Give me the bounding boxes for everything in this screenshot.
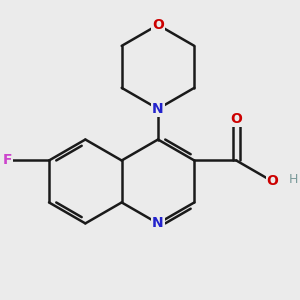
Text: N: N [152,216,164,230]
Text: O: O [267,175,278,188]
Text: O: O [152,18,164,32]
Text: H: H [289,173,298,187]
Text: F: F [2,154,12,167]
Text: O: O [230,112,242,125]
Text: N: N [152,102,164,116]
